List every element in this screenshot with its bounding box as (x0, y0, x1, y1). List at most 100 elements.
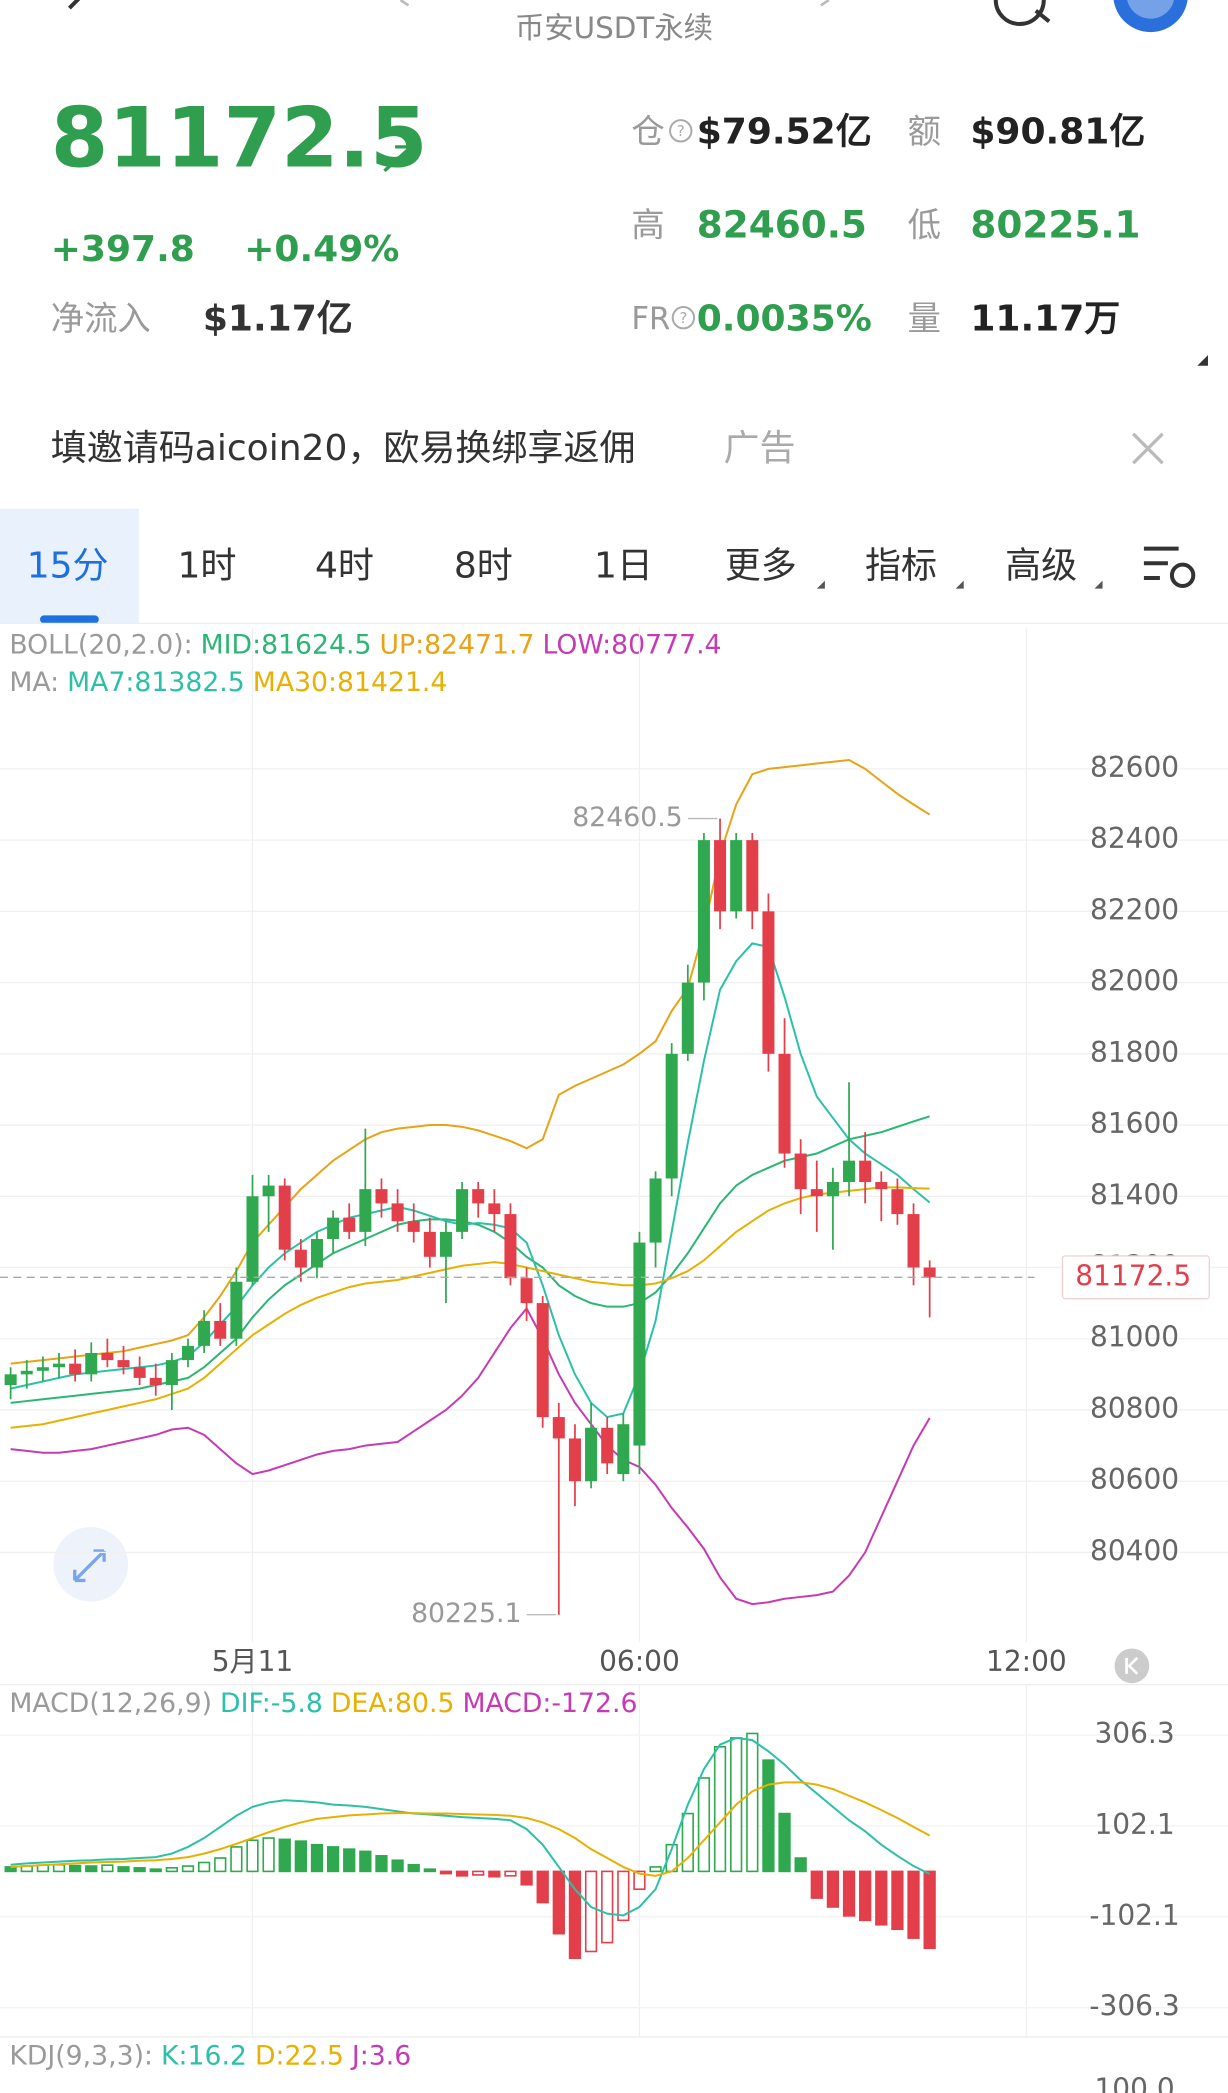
net-inflow-label: 净流入 (51, 299, 151, 338)
stat-value: 11.17万 (970, 298, 1120, 339)
tab[interactable]: 更多 (725, 545, 797, 586)
expand-corner[interactable] (1197, 355, 1208, 366)
candle-body (714, 840, 727, 912)
tab[interactable]: 高级 (1005, 545, 1077, 586)
candle-body (665, 1053, 678, 1179)
nav-arrows[interactable] (399, 0, 830, 7)
macd-bar (85, 1865, 98, 1873)
candle-body (681, 982, 694, 1054)
tab[interactable]: 8时 (454, 545, 513, 586)
y-tick-label: 81600 (1090, 1107, 1179, 1140)
last-price-tag (1061, 1255, 1210, 1300)
macd-bar (810, 1870, 823, 1899)
legend-entry: D:22.5 (255, 2040, 344, 2071)
info-icon[interactable]: ? (671, 306, 696, 330)
macd-bar (649, 1866, 662, 1873)
candle-body (133, 1367, 146, 1378)
candle-body (4, 1374, 17, 1386)
candle-body (246, 1196, 259, 1282)
candle-body (149, 1377, 162, 1386)
tab[interactable]: 1日 (594, 545, 653, 586)
candle-body (20, 1370, 33, 1375)
stat-value: 82460.5 (697, 202, 867, 246)
macd-bar (762, 1759, 775, 1873)
y-tick-label: 306.3 (1094, 1717, 1174, 1750)
candle-body (617, 1424, 630, 1475)
macd-bar (697, 1777, 711, 1873)
y-tick-label: -102.1 (1089, 1899, 1179, 1932)
candle-body (859, 1160, 872, 1183)
x-tick-label: 06:00 (599, 1645, 680, 1678)
macd-bar (68, 1864, 82, 1873)
tab-dropdown-marks (816, 580, 1103, 589)
search-icon[interactable] (993, 0, 1051, 26)
back-icon[interactable] (67, 0, 82, 10)
macd-bar (633, 1870, 646, 1890)
legend-entry: K:16.2 (161, 2040, 247, 2071)
macd-bar (197, 1861, 211, 1873)
info-icon[interactable]: ? (669, 119, 693, 143)
macd-bar (488, 1870, 501, 1878)
tab[interactable]: 4时 (315, 545, 374, 586)
stat-value: $79.52亿 (697, 112, 872, 153)
candle-body (69, 1363, 82, 1375)
stat-value: 80225.1 (970, 202, 1140, 246)
last-price-label: 81172.5 (1075, 1259, 1191, 1292)
candle-body (101, 1352, 114, 1361)
candle-body (585, 1427, 598, 1482)
candle-body (310, 1239, 323, 1268)
candle-body (826, 1182, 839, 1197)
legend-entry: BOLL(20,2.0): (9, 630, 192, 661)
ad-tag: 广告 (723, 428, 795, 469)
candle-body (536, 1303, 549, 1418)
candle-body (794, 1153, 807, 1190)
legend-entry: UP:82471.7 (379, 630, 534, 661)
y-tick-label: 82600 (1090, 751, 1179, 784)
scroll-latest-icon[interactable] (1114, 1648, 1150, 1684)
candle-body (214, 1320, 227, 1339)
candle-body (907, 1214, 920, 1268)
macd-bar (794, 1857, 807, 1873)
legend-entry: DIF:-5.8 (220, 1688, 323, 1719)
candle-body (891, 1189, 904, 1215)
macd-bar (601, 1870, 614, 1944)
avatar[interactable] (1113, 0, 1188, 33)
tab-underline (40, 615, 99, 624)
ad-text[interactable]: 填邀请码aicoin20，欧易换绑享返佣 (51, 428, 636, 469)
candle-body (568, 1438, 581, 1482)
fullscreen-icon[interactable] (53, 1527, 129, 1602)
settings-icon[interactable] (1143, 546, 1196, 589)
tab[interactable]: 15分 (27, 545, 109, 586)
candle-body (85, 1352, 98, 1375)
indicator-line (10, 1306, 931, 1606)
macd-bar (375, 1855, 388, 1873)
macd-bar (133, 1867, 146, 1873)
legend-entry: MACD(12,26,9) (9, 1688, 212, 1719)
macd-bar (923, 1870, 936, 1949)
tab[interactable]: 指标 (865, 545, 937, 586)
candle-body (294, 1249, 307, 1268)
macd-bar (294, 1840, 307, 1873)
last-price: 81172.5 (51, 90, 428, 187)
macd-bar (455, 1870, 469, 1877)
legend-entry: MA: (9, 667, 59, 698)
y-tick-label: 81400 (1090, 1178, 1179, 1211)
macd-line (10, 1781, 931, 1877)
tab[interactable]: 1时 (178, 545, 237, 586)
candle-body (198, 1320, 211, 1346)
x-tick-label: 12:00 (986, 1645, 1067, 1678)
macd-bar (568, 1870, 582, 1959)
stat-label: 仓 (631, 112, 664, 151)
candle-body (601, 1427, 614, 1464)
legend-entry: KDJ(9,3,3): (9, 2040, 153, 2071)
macd-bar (310, 1843, 324, 1873)
macd-bar (746, 1732, 759, 1873)
ad-close[interactable] (1132, 432, 1164, 465)
macd-bar (246, 1839, 259, 1873)
macd-bar (391, 1859, 404, 1873)
legend-entry: MA30:81421.4 (253, 667, 448, 698)
stat-label: 额 (908, 112, 941, 151)
candle-body (730, 840, 743, 912)
candle-body (472, 1189, 485, 1204)
macd-line (10, 1736, 931, 1917)
